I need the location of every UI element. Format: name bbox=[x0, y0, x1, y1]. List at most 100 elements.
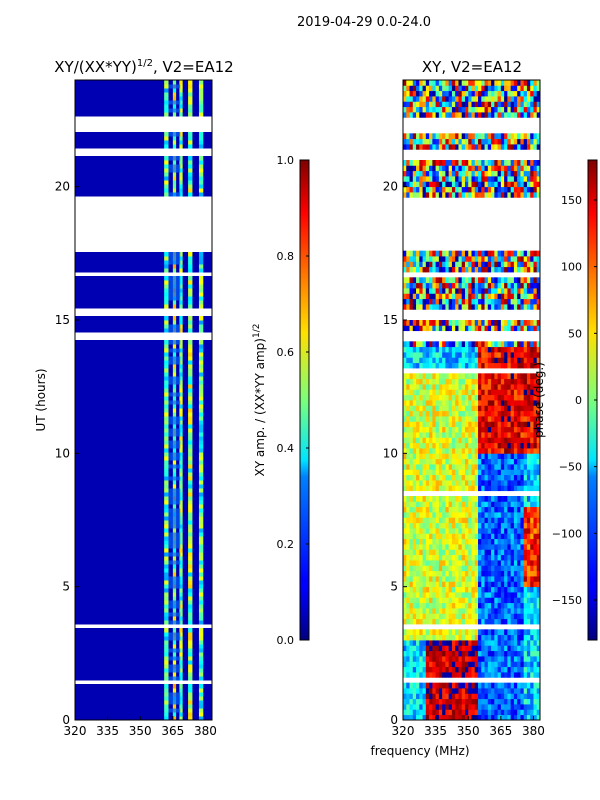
phase-cell bbox=[461, 144, 466, 150]
amplitude-band-cell bbox=[172, 96, 177, 101]
amplitude-cell-row bbox=[75, 484, 212, 489]
phase-cell bbox=[455, 560, 459, 566]
phase-cell bbox=[409, 373, 414, 380]
phase-cell bbox=[504, 496, 508, 502]
phase-cell bbox=[442, 165, 446, 172]
phase-cell bbox=[474, 85, 479, 92]
phase-cell bbox=[403, 304, 407, 310]
phase-cell bbox=[523, 528, 528, 534]
phase-cell bbox=[523, 357, 528, 364]
amplitude-band-cell bbox=[164, 460, 169, 465]
phase-cell bbox=[419, 346, 423, 353]
phase-cell bbox=[438, 90, 443, 97]
phase-cell bbox=[445, 170, 450, 177]
phase-cell bbox=[536, 613, 541, 620]
amplitude-band-cell bbox=[164, 708, 169, 713]
phase-cell bbox=[533, 458, 538, 465]
phase-cell bbox=[438, 96, 443, 102]
phase-cell bbox=[517, 426, 521, 433]
phase-cell bbox=[471, 709, 476, 716]
amplitude-band-cell bbox=[198, 472, 204, 477]
amplitude-cell-row bbox=[75, 292, 212, 297]
phase-cell bbox=[438, 405, 443, 412]
phase-cell bbox=[406, 288, 410, 294]
phase-cell bbox=[455, 576, 459, 582]
phase-cell bbox=[419, 608, 423, 614]
phase-cell bbox=[530, 533, 534, 540]
phase-cell bbox=[451, 133, 456, 140]
phase-cell bbox=[429, 106, 433, 113]
phase-cell bbox=[464, 613, 469, 620]
phase-cell bbox=[455, 602, 459, 609]
phase-cell bbox=[481, 650, 485, 657]
amplitude-band-cell bbox=[168, 392, 181, 397]
phase-cell bbox=[416, 474, 420, 481]
phase-cell bbox=[500, 293, 505, 300]
phase-cell bbox=[478, 362, 482, 369]
phase-cell bbox=[487, 442, 492, 449]
phase-cell bbox=[478, 400, 482, 406]
phase-cell bbox=[403, 320, 407, 326]
phase-cell bbox=[419, 554, 423, 561]
phase-cell bbox=[471, 714, 476, 721]
phase-cell bbox=[458, 538, 463, 545]
phase-cell bbox=[425, 357, 430, 364]
phase-cell bbox=[455, 325, 459, 332]
phase-cell bbox=[451, 640, 456, 646]
amplitude-band-cell bbox=[188, 388, 193, 393]
phase-cell bbox=[422, 394, 427, 401]
amplitude-band-cell bbox=[172, 484, 177, 489]
amplitude-cell-row bbox=[75, 376, 212, 381]
phase-cell bbox=[451, 144, 456, 150]
phase-cell bbox=[425, 688, 430, 694]
phase-cell bbox=[451, 608, 456, 614]
phase-cell bbox=[510, 288, 515, 294]
phase-cell bbox=[412, 421, 417, 428]
phase-cell bbox=[445, 362, 450, 369]
amplitude-band-cell bbox=[164, 716, 169, 721]
phase-cell bbox=[494, 496, 498, 502]
amplitude-band-cell bbox=[179, 408, 183, 413]
phase-cell bbox=[504, 602, 508, 609]
phase-cell bbox=[464, 560, 469, 566]
phase-cell bbox=[435, 192, 440, 198]
phase-cell bbox=[497, 298, 502, 305]
amplitude-band-cell bbox=[179, 456, 183, 461]
phase-cell bbox=[455, 586, 459, 593]
phase-cell bbox=[513, 352, 518, 358]
phase-cell bbox=[530, 101, 534, 108]
phase-cell bbox=[471, 549, 476, 556]
phase-cell bbox=[471, 352, 476, 358]
phase-cell bbox=[491, 672, 495, 678]
amplitude-band-cell bbox=[164, 176, 169, 181]
phase-cell bbox=[474, 586, 479, 593]
phase-cell bbox=[448, 101, 453, 108]
phase-cell bbox=[409, 597, 414, 604]
amplitude-cell-row bbox=[75, 252, 212, 257]
phase-cell bbox=[471, 565, 476, 572]
phase-cell bbox=[464, 453, 469, 460]
phase-cell bbox=[491, 106, 495, 113]
phase-cell bbox=[530, 288, 534, 294]
phase-cell bbox=[419, 672, 423, 678]
phase-cell bbox=[412, 656, 417, 662]
phase-cell bbox=[517, 400, 521, 406]
phase-cell bbox=[536, 186, 541, 193]
phase-cell bbox=[406, 661, 410, 668]
phase-cell bbox=[422, 570, 427, 577]
phase-cell bbox=[523, 373, 528, 380]
phase-cell bbox=[507, 106, 512, 113]
phase-cell bbox=[438, 80, 443, 86]
phase-cell bbox=[455, 709, 459, 716]
phase-cell bbox=[523, 421, 528, 428]
phase-cell bbox=[513, 586, 518, 593]
phase-cell bbox=[429, 618, 433, 625]
phase-cell bbox=[438, 469, 443, 476]
phase-cell bbox=[429, 96, 433, 102]
amplitude-band-cell bbox=[172, 644, 177, 649]
phase-cell bbox=[445, 560, 450, 566]
phase-cell bbox=[422, 549, 427, 556]
phase-cell bbox=[478, 522, 482, 529]
phase-cell bbox=[471, 250, 476, 257]
phase-cell bbox=[487, 80, 492, 86]
